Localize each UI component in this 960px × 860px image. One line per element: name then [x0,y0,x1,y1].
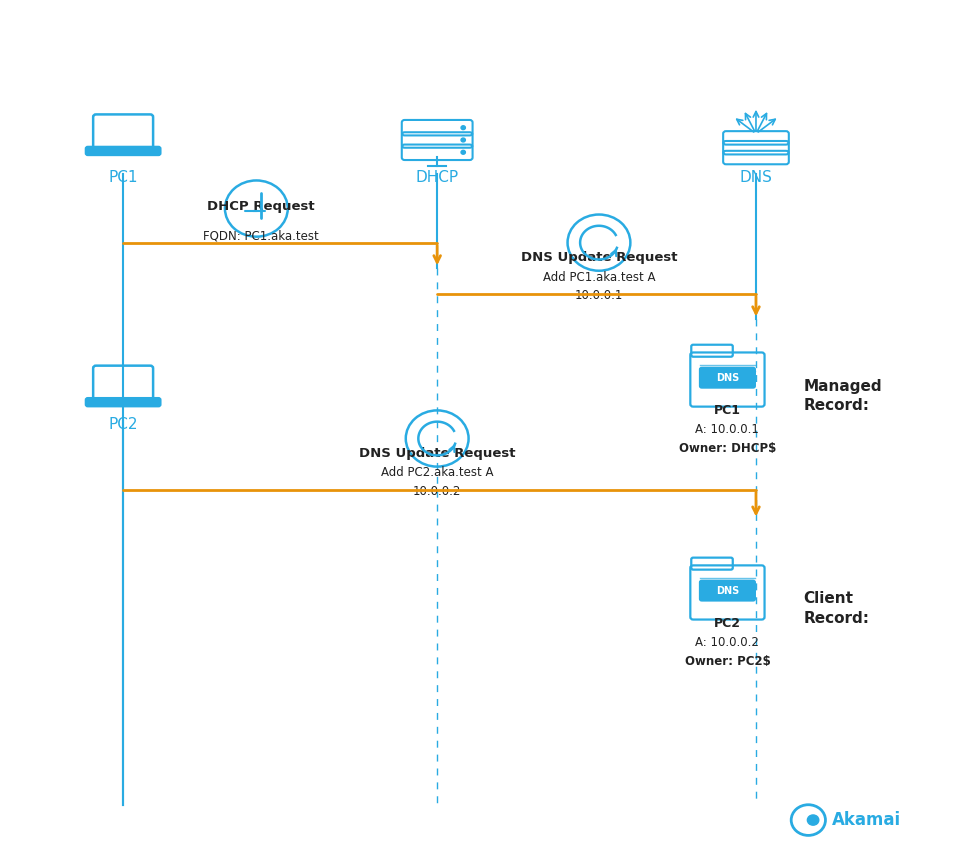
Text: DNS Update Request: DNS Update Request [520,251,677,264]
Text: DHCP Request: DHCP Request [207,200,315,212]
Text: DNS: DNS [716,372,739,383]
Circle shape [461,150,466,154]
Text: Akamai: Akamai [832,811,901,829]
FancyBboxPatch shape [699,580,756,602]
Text: Owner: DHCP$: Owner: DHCP$ [679,442,776,455]
Text: Client
Record:: Client Record: [804,592,870,626]
Circle shape [461,126,466,130]
Text: DNS Update Request: DNS Update Request [359,447,516,460]
Text: Owner: PC2$: Owner: PC2$ [684,654,770,668]
Text: 10.0.0.1: 10.0.0.1 [575,289,623,302]
Text: Add PC1.aka.test A: Add PC1.aka.test A [542,271,656,284]
Text: 10.0.0.2: 10.0.0.2 [413,485,462,498]
FancyBboxPatch shape [86,398,160,406]
FancyBboxPatch shape [86,147,160,155]
Text: DNS: DNS [739,170,773,185]
Text: A: 10.0.0.1: A: 10.0.0.1 [695,423,759,436]
Text: PC1: PC1 [108,170,138,185]
Text: Managed
Record:: Managed Record: [804,378,882,414]
Text: FQDN: PC1.aka.test: FQDN: PC1.aka.test [204,230,319,243]
Text: DHCP: DHCP [416,170,459,185]
Text: DNS: DNS [716,586,739,596]
FancyBboxPatch shape [699,366,756,389]
Circle shape [807,815,819,826]
Text: PC1: PC1 [714,404,741,417]
Text: A: 10.0.0.2: A: 10.0.0.2 [695,636,759,649]
Text: PC2: PC2 [108,417,138,433]
Text: Add PC2.aka.test A: Add PC2.aka.test A [381,466,493,479]
Circle shape [461,138,466,142]
Text: PC2: PC2 [714,617,741,630]
